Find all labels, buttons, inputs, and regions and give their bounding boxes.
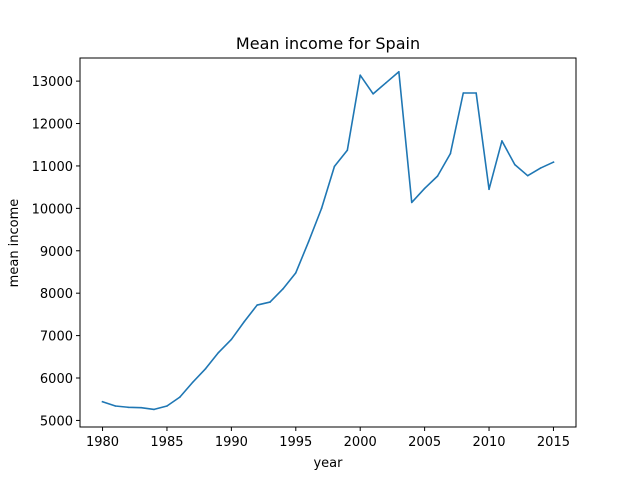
data-point bbox=[333, 165, 336, 168]
x-tick-label: 2010 bbox=[472, 435, 505, 450]
data-point bbox=[359, 74, 362, 76]
data-point bbox=[179, 396, 181, 398]
data-point bbox=[398, 70, 400, 73]
data-point bbox=[552, 161, 555, 163]
y-axis-label: mean income bbox=[7, 199, 22, 288]
data-point bbox=[539, 167, 542, 169]
data-point bbox=[217, 351, 220, 354]
x-tick-label: 2000 bbox=[344, 435, 377, 450]
data-point bbox=[204, 367, 207, 370]
data-point bbox=[449, 152, 452, 155]
y-tick-label: 6000 bbox=[40, 372, 73, 387]
y-tick-label: 12000 bbox=[32, 118, 73, 133]
data-point bbox=[101, 400, 104, 403]
plot-area-frame bbox=[79, 57, 577, 428]
data-point bbox=[153, 408, 155, 411]
y-tick-label: 7000 bbox=[40, 330, 73, 345]
data-point bbox=[307, 240, 310, 243]
x-tick-label: 2015 bbox=[537, 435, 570, 450]
data-point bbox=[372, 93, 374, 95]
y-tick-label: 11000 bbox=[32, 160, 73, 175]
y-tick-label: 10000 bbox=[32, 202, 73, 217]
data-point bbox=[294, 272, 297, 274]
series-layer bbox=[101, 70, 555, 411]
data-point bbox=[488, 188, 490, 191]
chart-title: Mean income for Spain bbox=[236, 34, 420, 53]
data-point bbox=[191, 381, 194, 384]
data-point bbox=[282, 288, 284, 290]
data-point bbox=[243, 320, 246, 323]
y-tick-label: 8000 bbox=[40, 287, 73, 302]
data-point bbox=[423, 187, 426, 190]
x-axis: 1980 1985 1990 1995 2000 2005 2010 2015 bbox=[86, 427, 570, 450]
data-point bbox=[436, 175, 439, 177]
data-point bbox=[410, 201, 413, 204]
data-point bbox=[320, 207, 323, 210]
data-point bbox=[114, 405, 117, 407]
x-tick-label: 2005 bbox=[408, 435, 441, 450]
data-point bbox=[346, 149, 349, 152]
x-tick-label: 1995 bbox=[279, 435, 312, 450]
y-tick-label: 13000 bbox=[32, 75, 73, 90]
x-axis-label: year bbox=[313, 456, 343, 471]
series-line bbox=[101, 70, 555, 411]
data-point bbox=[385, 82, 387, 84]
data-point bbox=[526, 174, 529, 177]
x-tick-label: 1980 bbox=[86, 435, 119, 450]
data-point bbox=[166, 405, 168, 407]
x-tick-label: 1985 bbox=[150, 435, 183, 450]
x-tick-label: 1990 bbox=[215, 435, 248, 450]
data-point bbox=[462, 92, 465, 94]
data-point bbox=[475, 92, 477, 94]
y-tick-label: 9000 bbox=[40, 245, 73, 260]
data-point bbox=[501, 140, 503, 142]
y-axis: 5000 6000 7000 8000 9000 10000 11000 12000 13000 bbox=[32, 75, 80, 429]
data-point bbox=[230, 338, 233, 341]
data-point bbox=[514, 163, 516, 166]
data-point bbox=[140, 406, 142, 409]
data-point bbox=[269, 301, 271, 303]
data-point bbox=[127, 406, 130, 409]
y-tick-label: 5000 bbox=[40, 414, 73, 429]
data-point bbox=[256, 304, 258, 306]
